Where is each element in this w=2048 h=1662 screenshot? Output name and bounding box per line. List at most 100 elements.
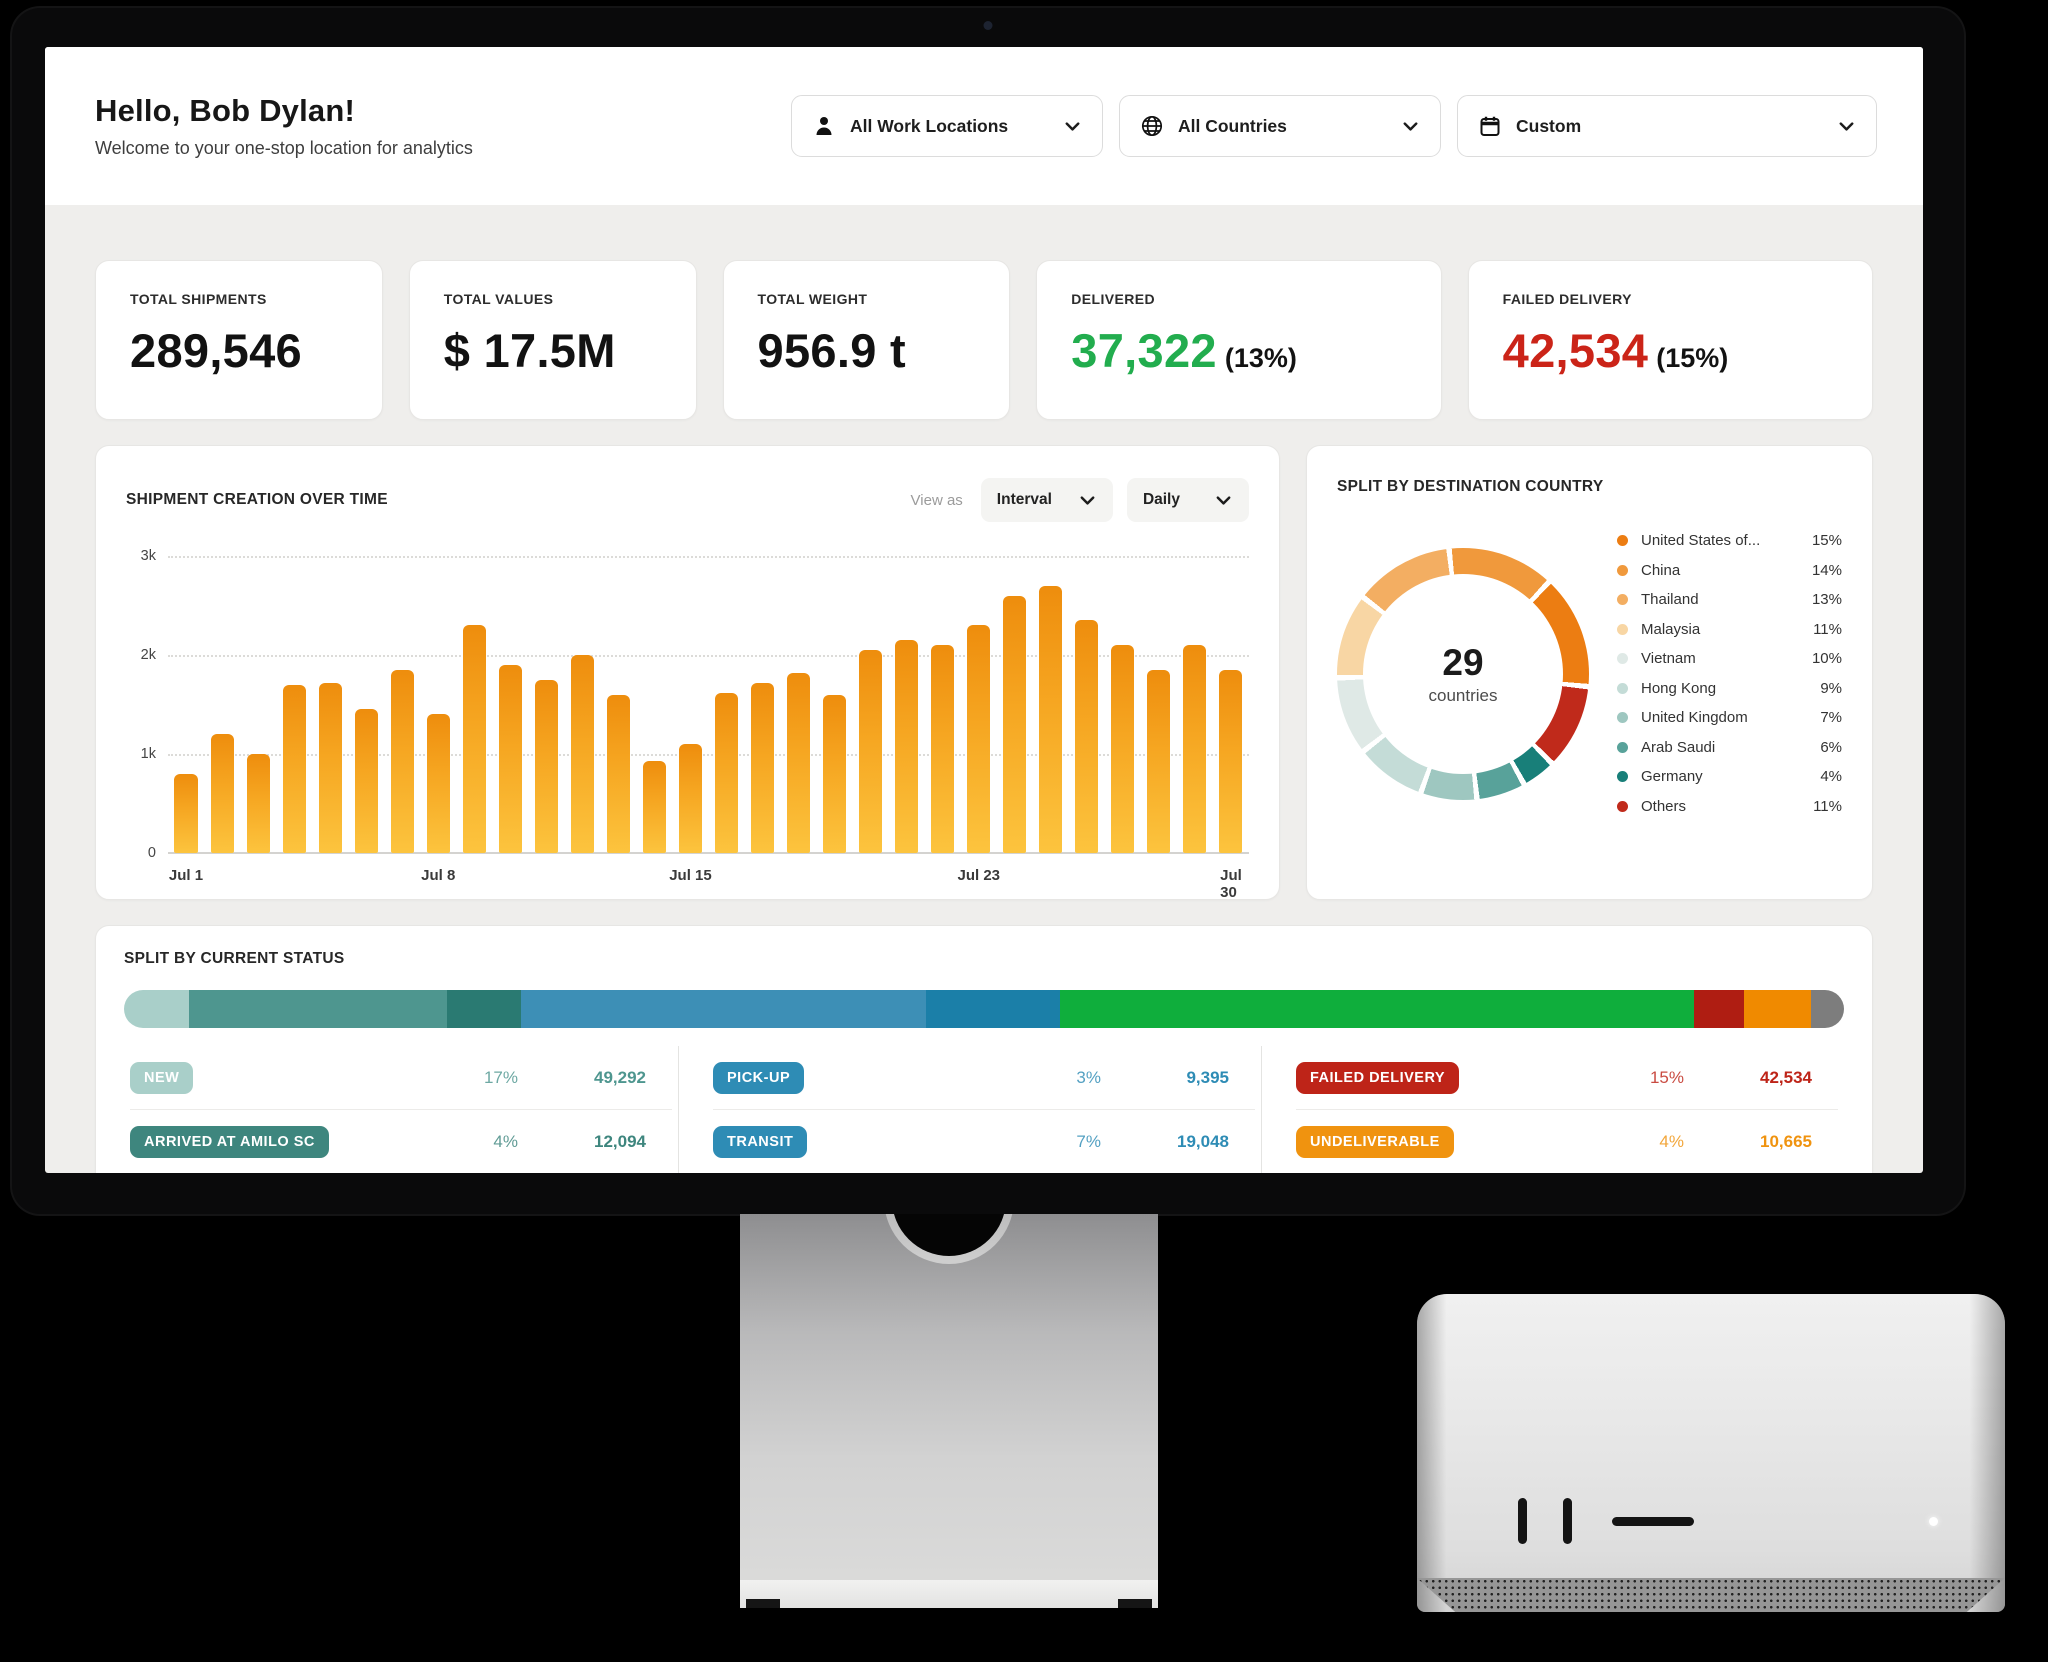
stat-value: $ 17.5M [443,324,616,377]
legend-dot-icon [1617,594,1628,606]
filter-custom[interactable]: Custom [1457,95,1877,157]
bar [787,672,811,853]
bar [174,773,198,853]
status-value: 9,395 [1186,1067,1229,1087]
bar [1111,645,1135,853]
status-value: 42,534 [1760,1067,1812,1087]
stat-card-total-values: TOTAL VALUES $ 17.5M [408,260,697,420]
stand-foot [746,1599,780,1608]
status-value: 49,292 [594,1067,646,1087]
filter-bar: All Work Locations All Countries Custom [791,95,1877,157]
legend-item: Thailand 13% [1617,585,1842,615]
legend-dot-icon [1617,564,1628,576]
donut-center: 29 countries [1363,573,1563,774]
legend-dot-icon [1617,682,1628,694]
status-percent: 7% [1076,1132,1101,1151]
bar [1219,669,1243,853]
legend-percent: 9% [1820,679,1842,697]
bar [967,625,991,853]
bar [931,645,955,853]
frequency-select[interactable]: Daily [1126,478,1249,522]
bar [895,640,919,853]
legend-dot-icon [1617,712,1628,724]
bar [1075,620,1099,853]
y-tick-label: 0 [147,845,156,861]
x-tick-label: Jul 8 [421,867,456,884]
legend-label: Hong Kong [1641,679,1717,697]
dashboard-screen: Hello, Bob Dylan! Welcome to your one-st… [45,47,1923,1173]
status-row-undeliverable: UNDELIVERABLE 4% 10,665 [1296,1110,1838,1173]
bar [859,650,883,853]
bar [246,754,270,853]
donut-chart-title: SPLIT BY DESTINATION COUNTRY [1337,478,1604,495]
stat-card-total-shipments: TOTAL SHIPMENTS 289,546 [95,260,383,420]
bar [354,709,378,853]
stat-cards-row: TOTAL SHIPMENTS 289,546 TOTAL VALUES $ 17.5… [95,260,1874,420]
legend-percent: 10% [1811,650,1842,668]
bar [750,682,775,853]
legend-item: Hong Kong 9% [1617,674,1842,704]
filter-all-work-locations[interactable]: All Work Locations [791,95,1103,157]
webcam-icon [983,21,993,30]
y-tick-label: 3k [140,548,156,564]
globe-icon [1140,114,1164,138]
status-value: 12,094 [594,1132,646,1151]
legend-item: Arab Saudi 6% [1617,733,1842,763]
stat-card-delivered: DELIVERED 37,322 (13%) [1036,260,1442,420]
view-as-label: View as [910,491,963,509]
status-stacked-bar [124,990,1844,1028]
country-count-label: countries [1428,685,1498,705]
bar-chart [168,556,1249,854]
status-row-failed-delivery: FAILED DELIVERY 15% 42,534 [1296,1046,1838,1110]
x-axis: Jul 1 Jul 8 Jul 15 Jul 23 Jul 30 [168,853,1249,901]
legend-dot-icon [1617,771,1628,783]
legend-label: United States of... [1641,532,1761,550]
legend-dot-icon [1617,741,1628,753]
chevron-down-icon [1837,117,1856,136]
legend-dot-icon [1617,653,1628,665]
legend-dot-icon [1617,535,1628,547]
legend-label: Malaysia [1641,620,1701,638]
interval-select[interactable]: Interval [980,478,1113,522]
y-tick-label: 2k [140,647,156,663]
y-axis: 0 1k 2k 3k [126,548,168,861]
legend-label: China [1641,561,1681,579]
x-tick-label: Jul 30 [1220,867,1242,901]
legend-dot-icon [1617,623,1628,635]
bar [534,679,558,853]
bar [210,734,234,853]
stat-card-failed-delivery: FAILED DELIVERY 42,534 (15%) [1467,260,1874,420]
legend-item: United Kingdom 7% [1617,703,1842,733]
bar [1003,595,1027,853]
filter-all-countries[interactable]: All Countries [1119,95,1441,157]
legend-label: Thailand [1641,591,1699,609]
interval-value: Interval [996,491,1052,508]
status-badge: FAILED DELIVERY [1296,1061,1460,1094]
status-grid: NEW 17% 49,292 ARRIVED AT AMILO SC 4% 12,094 P… [124,1046,1844,1173]
chevron-down-icon [1214,491,1233,510]
legend-label: Germany [1641,768,1703,786]
usb-port-icon [1518,1498,1527,1544]
mac-studio [1417,1294,2005,1612]
status-column: PICK-UP 3% 9,395 TRANSIT 7% 19,048 [678,1046,1261,1173]
bar [282,684,306,853]
legend-percent: 14% [1811,561,1842,579]
legend-item: United States of... 15% [1617,526,1842,556]
mac-studio-vent-mesh [1417,1578,2005,1612]
power-led-icon [1929,1517,1938,1526]
status-row-new: NEW 17% 49,292 [130,1046,672,1110]
bar [606,694,630,853]
legend-percent: 7% [1820,709,1842,727]
x-tick-label: Jul 1 [168,867,204,884]
status-percent: 3% [1076,1067,1101,1087]
legend-percent: 4% [1820,768,1842,786]
status-percent: 4% [1659,1132,1684,1151]
shipment-chart-title: SHIPMENT CREATION OVER TIME [126,491,388,508]
current-status-panel: SPLIT BY CURRENT STATUS NEW 17% 49,292 ARRI… [95,925,1873,1173]
dashboard-body: TOTAL SHIPMENTS 289,546 TOTAL VALUES $ 17.5… [45,205,1923,1173]
bar [462,625,486,853]
stat-label: TOTAL WEIGHT [757,291,868,307]
status-bar-segment [1744,990,1812,1028]
shipment-creation-panel: SHIPMENT CREATION OVER TIME View as Inte… [95,445,1280,901]
legend-percent: 15% [1811,532,1842,550]
